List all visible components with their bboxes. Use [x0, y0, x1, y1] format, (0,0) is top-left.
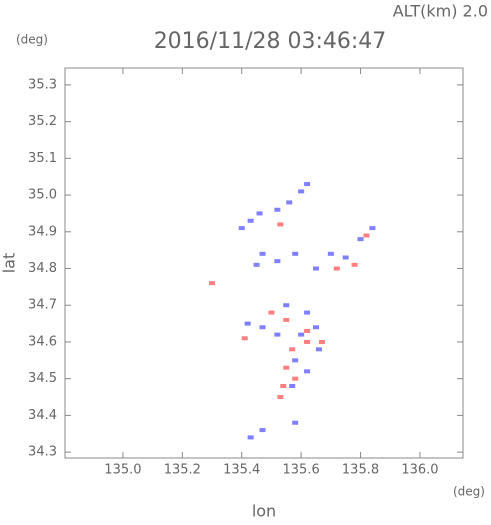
echo-point — [277, 222, 284, 227]
y-tick-label: 35.1 — [28, 151, 57, 166]
echo-point — [357, 237, 364, 242]
echo-point — [363, 233, 370, 238]
y-tick-label: 34.8 — [28, 261, 57, 276]
x-tick-label: 135.6 — [283, 463, 320, 478]
echo-point — [292, 358, 299, 363]
echo-point — [286, 200, 293, 205]
x-axis-label: lon — [252, 502, 276, 521]
echo-point — [292, 251, 299, 256]
echo-point — [315, 347, 322, 352]
y-tick-label: 35.2 — [28, 114, 57, 129]
echo-point — [241, 336, 248, 341]
y-tick-label: 34.4 — [28, 408, 57, 423]
echo-point — [333, 266, 340, 271]
echo-point — [259, 428, 266, 433]
echo-point — [209, 281, 216, 286]
echo-point — [312, 325, 319, 330]
y-unit: (deg) — [16, 33, 48, 47]
x-tick-label: 135.0 — [104, 463, 141, 478]
echo-point — [244, 321, 251, 326]
echo-point — [312, 266, 319, 271]
x-tick-label: 135.4 — [223, 463, 260, 478]
echo-point — [318, 339, 325, 344]
echo-point — [289, 347, 296, 352]
echo-point — [259, 325, 266, 330]
chart-title: 2016/11/28 03:46:47 — [154, 29, 387, 54]
x-unit: (deg) — [453, 485, 485, 499]
y-tick-label: 34.7 — [28, 298, 57, 313]
x-tick-label: 135.2 — [164, 463, 201, 478]
x-tick-label: 136.0 — [401, 463, 438, 478]
echo-point — [292, 420, 299, 425]
echo-point — [274, 259, 281, 264]
echo-point — [274, 332, 281, 337]
y-tick-label: 34.6 — [28, 334, 57, 349]
echo-point — [304, 182, 311, 187]
echo-point — [277, 395, 284, 400]
echo-point — [342, 255, 349, 260]
echo-point — [283, 317, 290, 322]
echo-point — [280, 384, 287, 389]
y-tick-label: 34.9 — [28, 224, 57, 239]
y-axis-label: lat — [0, 253, 19, 274]
echo-point — [289, 384, 296, 389]
echo-point — [369, 226, 376, 231]
echo-point — [304, 328, 311, 333]
echo-point — [304, 369, 311, 374]
y-tick-label: 35.0 — [28, 188, 57, 203]
y-tick-label: 35.3 — [28, 77, 57, 92]
echo-point — [351, 262, 358, 267]
echo-point — [256, 211, 263, 216]
echo-point — [292, 376, 299, 381]
echo-point — [268, 310, 275, 315]
echo-point — [304, 339, 311, 344]
echo-point — [259, 251, 266, 256]
plot-frame — [64, 67, 464, 459]
echo-point — [327, 251, 334, 256]
echo-point — [304, 310, 311, 315]
echo-point — [298, 332, 305, 337]
echo-point — [274, 207, 281, 212]
echo-point — [247, 435, 254, 440]
subtitle: ALT(km) 2.0 — [393, 2, 488, 21]
echo-point — [283, 365, 290, 370]
echo-point — [253, 262, 260, 267]
x-tick-label: 135.8 — [342, 463, 379, 478]
y-tick-label: 34.5 — [28, 371, 57, 386]
echo-point — [283, 303, 290, 308]
echo-point — [238, 226, 245, 231]
y-tick-label: 34.3 — [28, 445, 57, 460]
echo-point — [247, 218, 254, 223]
echo-point — [298, 189, 305, 194]
